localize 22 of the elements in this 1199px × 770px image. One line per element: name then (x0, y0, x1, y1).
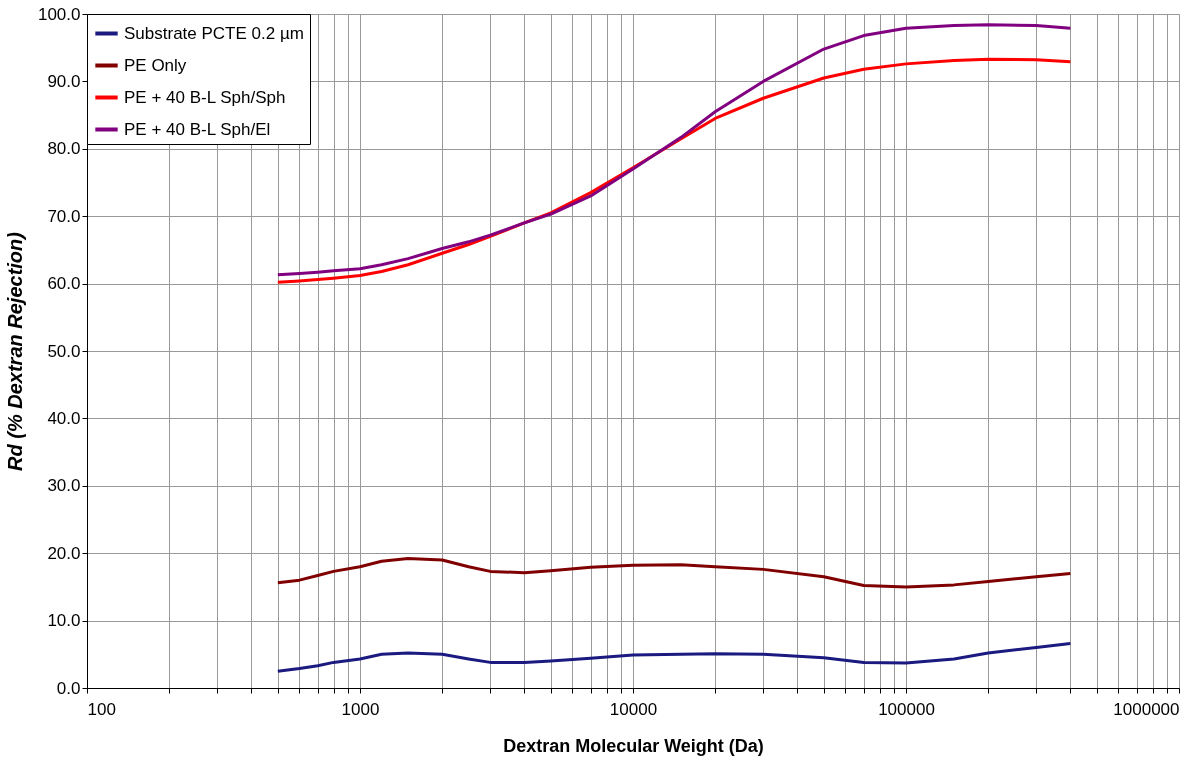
y-axis-title: Rd (% Dextran Rejection) (3, 231, 26, 471)
x-tick-label: 100 (87, 699, 116, 719)
y-tick-label: 20.0 (47, 543, 81, 563)
y-tick-label: 50.0 (47, 341, 81, 361)
legend-label: PE Only (124, 55, 187, 75)
y-tick-label: 70.0 (47, 206, 81, 226)
y-tick-label: 10.0 (47, 611, 81, 631)
y-tick-label: 100.0 (37, 4, 81, 24)
y-tick-label: 60.0 (47, 274, 81, 294)
legend-label: Substrate PCTE 0.2 µm (124, 23, 304, 43)
legend-label: PE + 40 B-L Sph/Sph (124, 87, 286, 107)
y-tick-label: 0.0 (56, 678, 81, 698)
x-tick-label: 1000 (341, 699, 380, 719)
y-tick-label: 30.0 (47, 476, 81, 496)
y-tick-label: 40.0 (47, 408, 81, 428)
x-tick-label: 1000000 (1113, 699, 1180, 719)
legend-label: PE + 40 B-L Sph/El (124, 119, 271, 139)
x-tick-label: 10000 (609, 699, 658, 719)
y-tick-label: 80.0 (47, 139, 81, 159)
y-tick-label: 90.0 (47, 71, 81, 91)
x-tick-label: 100000 (878, 699, 935, 719)
x-axis-title: Dextran Molecular Weight (Da) (503, 735, 764, 756)
